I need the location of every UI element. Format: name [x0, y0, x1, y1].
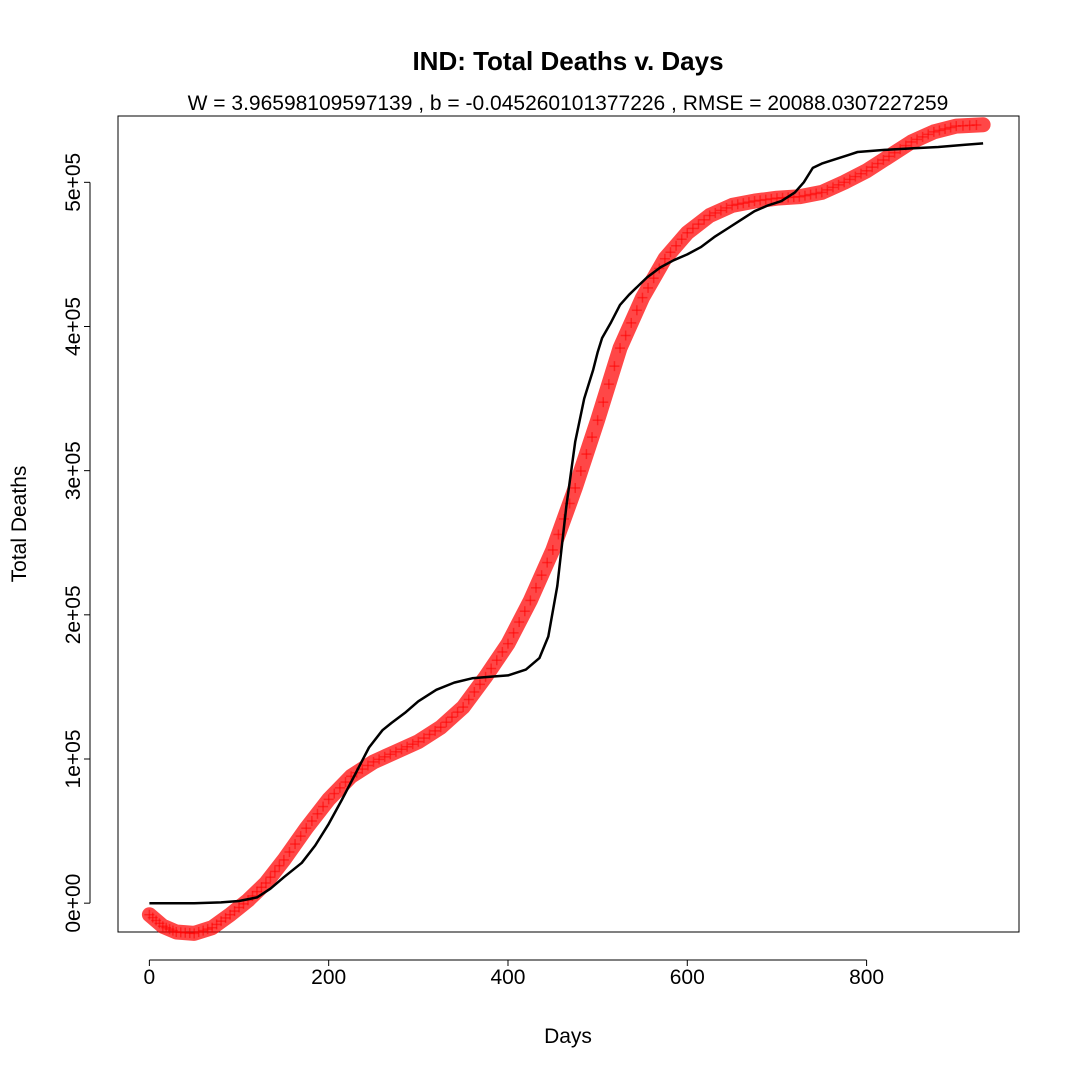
y-tick-label: 5e+05: [62, 153, 85, 212]
x-tick-label: 200: [311, 966, 346, 989]
observed-series-line: [149, 142, 984, 905]
x-axis-ticks: 0 200 400 600 800: [144, 960, 884, 989]
x-tick-label: 600: [670, 966, 705, 989]
y-tick-label: 0e+00: [62, 874, 85, 933]
y-tick-label: 2e+05: [62, 585, 85, 644]
x-tick-label: 0: [144, 966, 156, 989]
y-tick-label: 1e+05: [62, 730, 85, 789]
y-tick-label: 3e+05: [62, 441, 85, 500]
y-tick-label: 4e+05: [62, 297, 85, 356]
y-axis-ticks: 0e+00 1e+05 2e+05 3e+05 4e+05 5e+05: [62, 153, 90, 933]
x-tick-label: 800: [849, 966, 884, 989]
x-axis-label: Days: [544, 1025, 592, 1048]
chart-subtitle: W = 3.96598109597139 , b = -0.0452601013…: [188, 92, 949, 115]
x-tick-label: 400: [490, 966, 525, 989]
plot-frame: [117, 115, 1020, 933]
y-axis-label: Total Deaths: [8, 466, 31, 583]
series-layer: [141, 117, 991, 941]
fitted-series-line: [141, 117, 991, 941]
chart-title: IND: Total Deaths v. Days: [412, 46, 723, 76]
